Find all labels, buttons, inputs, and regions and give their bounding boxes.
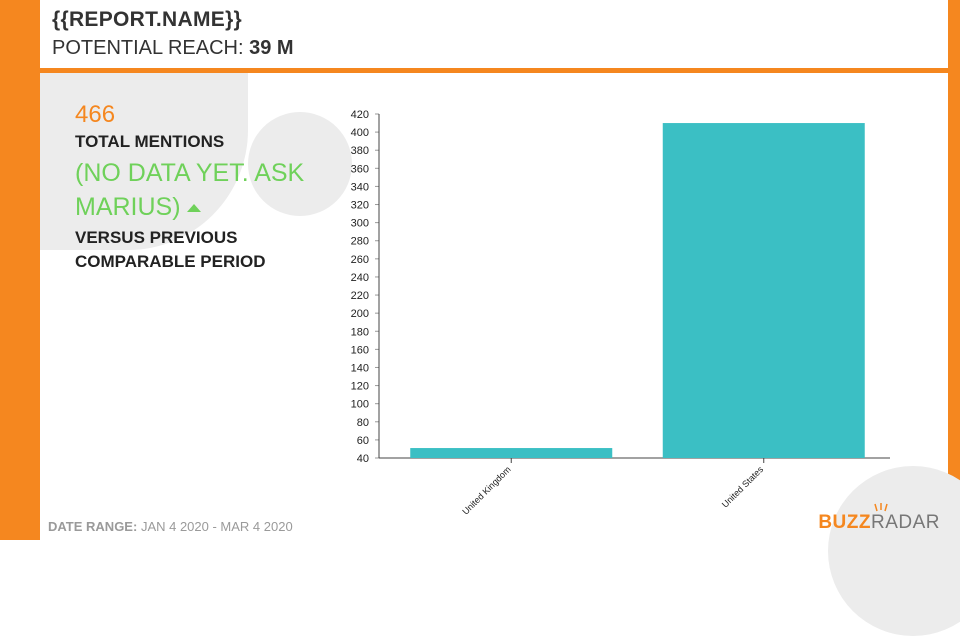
bar-united-kingdom	[410, 448, 613, 458]
y-tick-label: 280	[351, 236, 369, 248]
y-tick-label: 400	[351, 127, 369, 139]
buzzradar-logo: BUZZRADAR	[818, 503, 940, 534]
left-accent-bar	[0, 0, 40, 540]
versus-line-1: VERSUS PREVIOUS	[75, 228, 238, 247]
y-tick-label: 420	[351, 109, 369, 121]
mentions-stats: 466 TOTAL MENTIONS (NO DATA YET. ASK MAR…	[75, 100, 325, 274]
reach-label: POTENTIAL REACH:	[52, 37, 244, 59]
x-tick-label: United Kingdom	[460, 464, 512, 516]
date-range: DATE RANGE: JAN 4 2020 - MAR 4 2020	[48, 519, 293, 534]
y-tick-label: 180	[351, 326, 369, 338]
y-tick-label: 100	[351, 399, 369, 411]
right-accent-bar	[948, 0, 960, 540]
change-text: (NO DATA YET. ASK MARIUS)	[75, 159, 305, 221]
total-mentions-label: TOTAL MENTIONS	[75, 132, 225, 151]
versus-label: VERSUS PREVIOUS COMPARABLE PERIOD	[75, 226, 325, 274]
y-tick-label: 360	[351, 163, 369, 175]
y-tick-label: 240	[351, 272, 369, 284]
y-tick-label: 60	[357, 435, 369, 447]
x-tick-label: United States	[720, 464, 766, 510]
bar-united-states	[662, 123, 865, 459]
up-arrow-icon	[186, 204, 201, 213]
logo-spark-icon	[874, 503, 889, 512]
y-tick-label: 120	[351, 381, 369, 393]
decorative-circle	[248, 112, 352, 216]
date-range-value: JAN 4 2020 - MAR 4 2020	[140, 519, 293, 534]
y-tick-label: 320	[351, 200, 369, 212]
y-tick-label: 260	[351, 254, 369, 266]
y-tick-label: 40	[357, 453, 369, 465]
logo-buzz: BUZZ	[818, 512, 871, 533]
versus-line-2: COMPARABLE PERIOD	[75, 252, 266, 271]
change-indicator: (NO DATA YET. ASK MARIUS)	[75, 156, 325, 224]
potential-reach: POTENTIAL REACH: 39 M	[52, 37, 294, 60]
y-tick-label: 300	[351, 218, 369, 230]
report-header: {{REPORT.NAME}} POTENTIAL REACH: 39 M	[40, 0, 948, 73]
y-tick-label: 220	[351, 290, 369, 302]
y-tick-label: 160	[351, 344, 369, 356]
y-tick-label: 340	[351, 181, 369, 193]
country-bar-chart: 40 60 80 100 120 140 160 180 200 220 240 260 280 300 3…	[330, 100, 930, 535]
report-title: {{REPORT.NAME}}	[52, 8, 243, 31]
y-tick-label: 140	[351, 362, 369, 374]
date-range-label: DATE RANGE:	[48, 519, 138, 534]
y-tick-label: 80	[357, 417, 369, 429]
reach-value: 39 M	[249, 37, 294, 59]
y-tick-label: 380	[351, 145, 369, 157]
total-mentions-value: 466	[75, 101, 116, 128]
bar-chart-svg: 40 60 80 100 120 140 160 180 200 220 240 260 280 300 3…	[351, 109, 890, 517]
logo-radar: RADAR	[870, 512, 940, 533]
y-tick-label: 200	[351, 308, 369, 320]
